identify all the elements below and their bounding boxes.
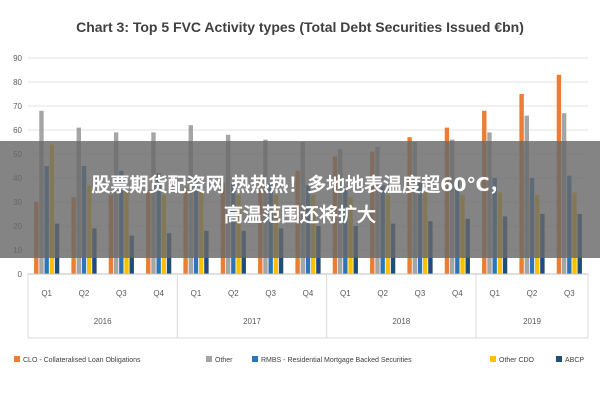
x-tick-label: Q3 <box>116 289 127 298</box>
overlay-headline-line1: 股票期货配资网 热热热！多地地表温度超60℃， <box>91 173 509 196</box>
year-label: 2016 <box>94 317 112 326</box>
x-tick-label: Q1 <box>41 289 52 298</box>
x-tick-label: Q4 <box>153 289 164 298</box>
x-tick-label: Q4 <box>303 289 314 298</box>
x-tick-label: Q2 <box>527 289 538 298</box>
legend-label: Other <box>215 357 233 364</box>
x-tick-label: Q2 <box>228 289 239 298</box>
legend-label: Other CDO <box>499 357 535 364</box>
x-tick-label: Q2 <box>377 289 388 298</box>
x-tick-label: Q1 <box>340 289 351 298</box>
legend: CLO - Collateralised Loan Obligations Oth… <box>14 356 584 364</box>
legend-swatch <box>556 356 562 362</box>
y-tick-label: 70 <box>13 102 22 111</box>
x-tick-label: Q1 <box>191 289 202 298</box>
x-tick-label: Q3 <box>415 289 426 298</box>
y-tick-label: 0 <box>18 270 23 279</box>
x-tick-label: Q3 <box>564 289 575 298</box>
x-tick-label: Q2 <box>79 289 90 298</box>
x-tick-label: Q4 <box>452 289 463 298</box>
x-tick-label: Q3 <box>265 289 276 298</box>
legend-swatch <box>490 356 496 362</box>
y-tick-label: 90 <box>13 54 22 63</box>
legend-label: RMBS - Residential Mortgage Backed Secur… <box>261 357 412 364</box>
legend-swatch <box>252 356 258 362</box>
year-label: 2019 <box>523 317 541 326</box>
y-tick-label: 60 <box>13 126 22 135</box>
y-tick-label: 80 <box>13 78 22 87</box>
overlay-headline-line2: 高温范围还将扩大 <box>223 203 376 226</box>
year-label: 2018 <box>392 317 410 326</box>
legend-swatch <box>14 356 20 362</box>
year-label: 2017 <box>243 317 261 326</box>
legend-label: ABCP <box>565 357 584 364</box>
x-tick-label: Q1 <box>489 289 500 298</box>
overlay-banner: 股票期货配资网 热热热！多地地表温度超60℃， 高温范围还将扩大 <box>0 141 600 258</box>
legend-label: CLO - Collateralised Loan Obligations <box>23 357 141 364</box>
chart-title: Chart 3: Top 5 FVC Activity types (Total… <box>76 19 524 35</box>
legend-swatch <box>206 356 212 362</box>
